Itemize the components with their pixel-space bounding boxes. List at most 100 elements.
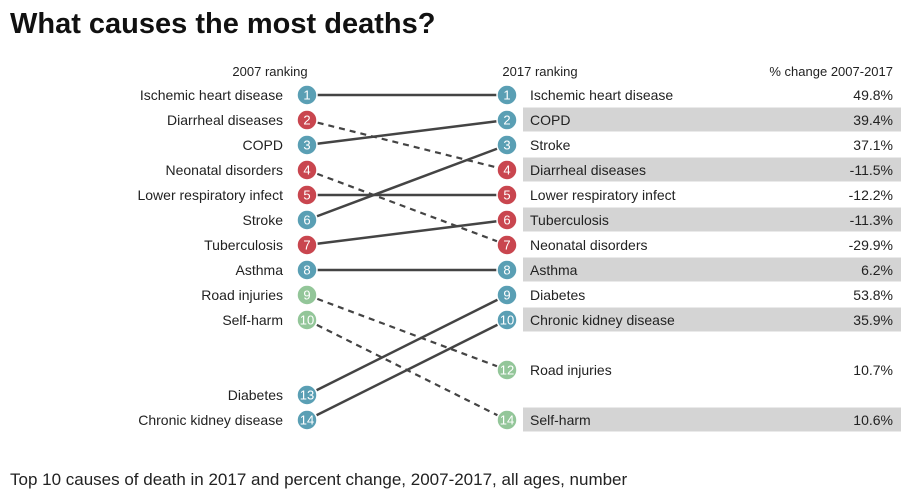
chart-title: What causes the most deaths? <box>10 8 436 40</box>
right-rank-marker <box>496 409 518 431</box>
rank-change-line <box>306 118 508 147</box>
left-cause-label: Road injuries <box>201 287 283 303</box>
right-cause-label: Chronic kidney disease <box>530 312 675 328</box>
right-rank-number: 12 <box>500 363 514 378</box>
right-rank-marker <box>496 159 518 181</box>
right-rank-number: 8 <box>503 263 510 278</box>
right-rank-marker <box>496 209 518 231</box>
left-rank-number: 7 <box>303 238 310 253</box>
left-rank-number: 14 <box>300 413 314 428</box>
change-value: 10.6% <box>853 412 893 428</box>
right-rank-marker <box>496 109 518 131</box>
right-rank-number: 7 <box>503 238 510 253</box>
right-cause-label: Diabetes <box>530 287 585 303</box>
right-rank-marker <box>496 84 518 106</box>
right-rank-marker <box>496 134 518 156</box>
right-cause-label: Asthma <box>530 262 578 278</box>
left-rank-marker <box>296 109 318 131</box>
change-value: 49.8% <box>853 87 893 103</box>
right-rank-marker <box>496 184 518 206</box>
row-stripe <box>523 107 901 132</box>
change-value: 53.8% <box>853 287 893 303</box>
left-rank-number: 5 <box>303 188 310 203</box>
left-rank-marker <box>296 284 318 306</box>
right-rank-number: 5 <box>503 188 510 203</box>
left-rank-number: 4 <box>303 163 310 178</box>
rank-change-line <box>306 293 508 397</box>
row-stripe <box>523 157 901 182</box>
row-stripe <box>523 307 901 332</box>
change-value: -12.2% <box>849 187 893 203</box>
right-cause-label: Road injuries <box>530 362 612 378</box>
right-cause-label: Neonatal disorders <box>530 237 648 253</box>
left-rank-number: 10 <box>300 313 314 328</box>
left-cause-label: Neonatal disorders <box>165 162 283 178</box>
right-header: 2017 ranking <box>502 64 577 79</box>
right-rank-number: 2 <box>503 113 510 128</box>
left-rank-number: 1 <box>303 88 310 103</box>
left-cause-label: Lower respiratory infect <box>137 187 283 203</box>
right-rank-number: 3 <box>503 138 510 153</box>
right-rank-marker <box>496 359 518 381</box>
left-cause-label: Chronic kidney disease <box>138 412 283 428</box>
right-rank-number: 9 <box>503 288 510 303</box>
left-rank-marker <box>296 159 318 181</box>
rank-change-line <box>306 318 508 422</box>
right-rank-marker <box>496 234 518 256</box>
right-rank-marker <box>496 259 518 281</box>
left-rank-marker <box>296 209 318 231</box>
right-cause-label: Lower respiratory infect <box>530 187 676 203</box>
change-value: 10.7% <box>853 362 893 378</box>
left-rank-marker <box>296 84 318 106</box>
left-cause-label: Diarrheal diseases <box>167 112 283 128</box>
slope-chart: 2007 ranking 2017 ranking % change 2007-… <box>137 64 901 432</box>
change-value: -11.5% <box>850 162 893 178</box>
left-rank-number: 13 <box>300 388 314 403</box>
left-rank-marker <box>296 259 318 281</box>
row-stripe <box>523 257 901 282</box>
left-cause-label: Asthma <box>236 262 284 278</box>
right-rank-marker <box>496 284 518 306</box>
right-rank-marker <box>496 309 518 331</box>
left-cause-label: COPD <box>243 137 283 153</box>
right-cause-label: Stroke <box>530 137 571 153</box>
left-header: 2007 ranking <box>232 64 307 79</box>
right-rank-number: 14 <box>500 413 514 428</box>
left-rank-marker <box>296 384 318 406</box>
left-cause-label: Stroke <box>243 212 284 228</box>
left-cause-label: Self-harm <box>222 312 283 328</box>
rank-change-line <box>306 293 508 372</box>
right-cause-label: Diarrheal diseases <box>530 162 646 178</box>
change-value: -29.9% <box>849 237 893 253</box>
change-value: -11.3% <box>850 212 893 228</box>
chart-subtitle: Top 10 causes of death in 2017 and perce… <box>10 470 628 489</box>
left-rank-number: 9 <box>303 288 310 303</box>
right-cause-label: Self-harm <box>530 412 591 428</box>
right-cause-label: Tuberculosis <box>530 212 609 228</box>
right-cause-label: Ischemic heart disease <box>530 87 673 103</box>
rank-change-line <box>306 218 508 247</box>
rank-change-line <box>306 143 508 222</box>
left-cause-label: Diabetes <box>228 387 283 403</box>
change-value: 35.9% <box>853 312 893 328</box>
rank-change-line <box>306 168 508 247</box>
left-cause-label: Ischemic heart disease <box>140 87 283 103</box>
right-rank-number: 1 <box>503 88 510 103</box>
change-value: 37.1% <box>853 137 893 153</box>
left-rank-number: 6 <box>303 213 310 228</box>
left-rank-number: 8 <box>303 263 310 278</box>
left-rank-marker <box>296 309 318 331</box>
change-value: 6.2% <box>861 262 893 278</box>
right-cause-label: COPD <box>530 112 570 128</box>
left-rank-marker <box>296 184 318 206</box>
right-rank-number: 4 <box>503 163 510 178</box>
left-rank-number: 3 <box>303 138 310 153</box>
row-stripe <box>523 207 901 232</box>
left-rank-marker <box>296 409 318 431</box>
right-rank-number: 10 <box>500 313 514 328</box>
left-cause-label: Tuberculosis <box>204 237 283 253</box>
right-rank-number: 6 <box>503 213 510 228</box>
change-header: % change 2007-2017 <box>769 64 893 79</box>
left-rank-marker <box>296 234 318 256</box>
left-rank-marker <box>296 134 318 156</box>
